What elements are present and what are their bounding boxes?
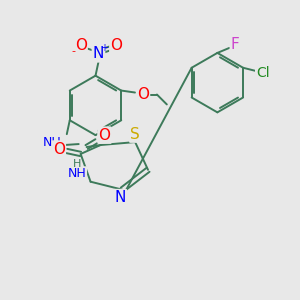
Text: O: O: [75, 38, 87, 53]
Text: NH: NH: [43, 136, 62, 148]
Text: Cl: Cl: [256, 66, 270, 80]
Text: H: H: [73, 159, 81, 169]
Text: O: O: [110, 38, 122, 53]
Text: S: S: [130, 127, 140, 142]
Text: O: O: [53, 142, 65, 157]
Text: O: O: [98, 128, 110, 142]
Text: NH: NH: [67, 167, 86, 180]
Text: N: N: [115, 190, 126, 205]
Text: +: +: [100, 43, 108, 53]
Text: O: O: [137, 87, 149, 102]
Text: F: F: [231, 38, 240, 52]
Text: N: N: [93, 46, 104, 62]
Text: -: -: [72, 46, 76, 56]
